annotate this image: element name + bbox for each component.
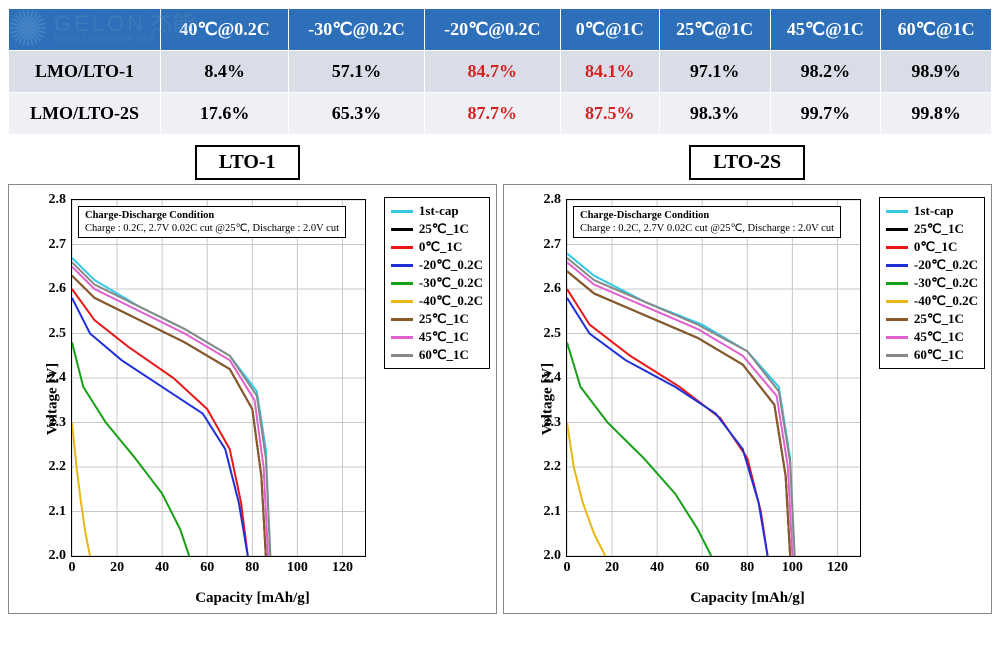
x-tick: 20	[110, 556, 124, 576]
y-tick: 2.8	[49, 192, 73, 208]
legend-item: 45℃_1C	[391, 328, 483, 346]
x-axis-label: Capacity [mAh/g]	[690, 590, 805, 607]
y-tick: 2.8	[544, 192, 568, 208]
x-tick: 100	[287, 556, 308, 576]
row-label: LMO/LTO-1	[9, 51, 161, 93]
x-tick: 20	[605, 556, 619, 576]
table-cell: 98.9%	[881, 51, 992, 93]
series-curve	[72, 423, 90, 557]
legend-item: 45℃_1C	[886, 328, 978, 346]
x-tick: 80	[740, 556, 754, 576]
series-curve	[567, 423, 605, 557]
y-tick: 2.7	[544, 237, 568, 253]
legend-item: 0℃_1C	[391, 238, 483, 256]
table-cell: 97.1%	[659, 51, 770, 93]
x-tick: 100	[782, 556, 803, 576]
sun-icon	[8, 8, 48, 48]
condition-box: Charge-Discharge ConditionCharge : 0.2C,…	[78, 206, 346, 238]
x-axis-label: Capacity [mAh/g]	[195, 590, 310, 607]
table-header: 0℃@1C	[560, 9, 659, 51]
legend: 1st-cap25℃_1C0℃_1C-20℃_0.2C-30℃_0.2C-40℃…	[879, 197, 985, 369]
y-tick: 2.2	[544, 459, 568, 475]
y-tick: 2.7	[49, 237, 73, 253]
chart-title-row: LTO-1 LTO-2S	[0, 145, 1000, 180]
legend-item: 60℃_1C	[886, 346, 978, 364]
table-header: 25℃@1C	[659, 9, 770, 51]
table-cell: 99.7%	[770, 93, 881, 135]
x-tick: 80	[245, 556, 259, 576]
y-axis-label: Voltage [V]	[45, 363, 62, 435]
watermark-logo: GELON 杰能 WWW.LIBGROUP.NET	[8, 8, 195, 48]
table-cell: 65.3%	[289, 93, 425, 135]
x-tick: 120	[827, 556, 848, 576]
row-label: LMO/LTO-2S	[9, 93, 161, 135]
series-curve	[567, 342, 711, 556]
x-tick: 40	[650, 556, 664, 576]
y-tick: 2.6	[544, 281, 568, 297]
chart-title-2: LTO-2S	[689, 145, 805, 180]
x-tick: 120	[332, 556, 353, 576]
legend-item: 0℃_1C	[886, 238, 978, 256]
legend-item: 25℃_1C	[391, 220, 483, 238]
x-tick: 60	[695, 556, 709, 576]
y-tick: 2.1	[49, 504, 73, 520]
table-cell: 87.5%	[560, 93, 659, 135]
table-row: LMO/LTO-18.4%57.1%84.7%84.1%97.1%98.2%98…	[9, 51, 992, 93]
legend-item: -20℃_0.2C	[886, 256, 978, 274]
legend-item: 60℃_1C	[391, 346, 483, 364]
condition-box: Charge-Discharge ConditionCharge : 0.2C,…	[573, 206, 841, 238]
x-tick: 0	[69, 556, 76, 576]
watermark-cn: 杰能	[150, 11, 194, 36]
y-tick: 2.1	[544, 504, 568, 520]
legend-item: 1st-cap	[391, 202, 483, 220]
x-tick: 40	[155, 556, 169, 576]
table-cell: 84.1%	[560, 51, 659, 93]
series-curve	[567, 298, 768, 556]
y-tick: 2.5	[544, 326, 568, 342]
table-cell: 57.1%	[289, 51, 425, 93]
chart-lto-2s: 2.02.12.22.32.42.52.62.72.80204060801001…	[503, 184, 992, 614]
table-cell: 84.7%	[424, 51, 560, 93]
charts-row: 2.02.12.22.32.42.52.62.72.80204060801001…	[0, 180, 1000, 622]
chart-title-1: LTO-1	[195, 145, 300, 180]
table-cell: 98.2%	[770, 51, 881, 93]
legend-item: -40℃_0.2C	[886, 292, 978, 310]
table-cell: 99.8%	[881, 93, 992, 135]
legend-item: -20℃_0.2C	[391, 256, 483, 274]
table-cell: 87.7%	[424, 93, 560, 135]
legend-item: 1st-cap	[886, 202, 978, 220]
legend-item: 25℃_1C	[886, 220, 978, 238]
series-curve	[72, 342, 189, 556]
table-cell: 8.4%	[161, 51, 289, 93]
y-tick: 2.6	[49, 281, 73, 297]
table-header: -30℃@0.2C	[289, 9, 425, 51]
y-tick: 2.2	[49, 459, 73, 475]
table-row: LMO/LTO-2S17.6%65.3%87.7%87.5%98.3%99.7%…	[9, 93, 992, 135]
table-header: 45℃@1C	[770, 9, 881, 51]
legend: 1st-cap25℃_1C0℃_1C-20℃_0.2C-30℃_0.2C-40℃…	[384, 197, 490, 369]
legend-item: -40℃_0.2C	[391, 292, 483, 310]
table-header: 60℃@1C	[881, 9, 992, 51]
table-cell: 17.6%	[161, 93, 289, 135]
chart-lto-1: 2.02.12.22.32.42.52.62.72.80204060801001…	[8, 184, 497, 614]
legend-item: 25℃_1C	[391, 310, 483, 328]
legend-item: 25℃_1C	[886, 310, 978, 328]
legend-item: -30℃_0.2C	[886, 274, 978, 292]
watermark-url: WWW.LIBGROUP.NET	[54, 35, 195, 44]
y-axis-label: Voltage [V]	[540, 363, 557, 435]
watermark-en: GELON	[54, 11, 146, 36]
table-header: -20℃@0.2C	[424, 9, 560, 51]
x-tick: 60	[200, 556, 214, 576]
series-curve	[72, 298, 248, 556]
table-cell: 98.3%	[659, 93, 770, 135]
y-tick: 2.5	[49, 326, 73, 342]
legend-item: -30℃_0.2C	[391, 274, 483, 292]
series-curve	[72, 267, 268, 556]
x-tick: 0	[564, 556, 571, 576]
